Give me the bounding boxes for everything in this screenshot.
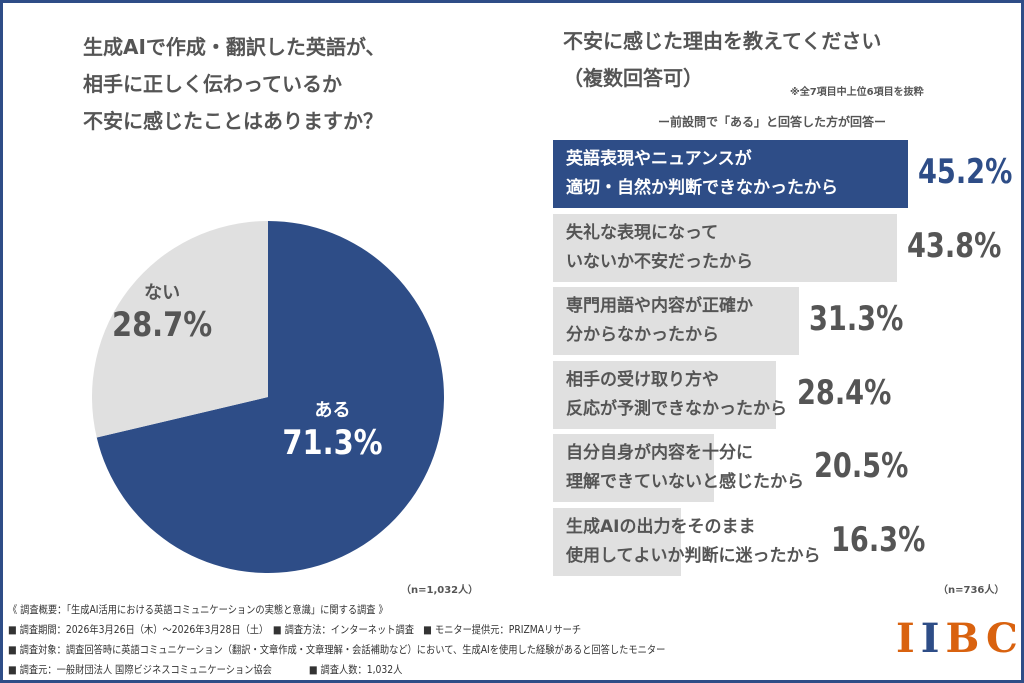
bar-n: （n=736人） bbox=[938, 585, 1005, 596]
title-line: 相手に正しく伝わっているか bbox=[83, 72, 342, 96]
pie-title: 生成AIで作成・翻訳した英語が、 相手に正しく伝わっているか 不安に感じたことは… bbox=[83, 29, 386, 140]
bar-category-line: 理解できていないと感じたから bbox=[566, 472, 804, 492]
bar-value: 45.2% bbox=[918, 152, 1013, 192]
title-line: （複数回答可） bbox=[563, 66, 703, 90]
bar-category-line: 分からなかったから bbox=[566, 325, 719, 345]
pie-n: （n=1,032人） bbox=[401, 585, 479, 596]
bar-category: 失礼な表現になっていないか不安だったから bbox=[566, 219, 753, 277]
footer-line: 《 調査概要：「生成AI活用における英語コミュニケーションの実態と意識」に関する… bbox=[8, 604, 388, 616]
bar-category-line: 英語表現やニュアンスが bbox=[566, 149, 752, 169]
bar-category: 自分自身が内容を十分に理解できていないと感じたから bbox=[566, 439, 804, 497]
bar bbox=[553, 140, 908, 208]
bar-category-line: 生成AIの出力をそのまま bbox=[566, 516, 756, 537]
infographic: 生成AIで作成・翻訳した英語が、 相手に正しく伝わっているか 不安に感じたことは… bbox=[3, 3, 1021, 680]
title-line: 生成AIで作成・翻訳した英語が、 bbox=[83, 35, 386, 59]
pie-slice bbox=[96, 221, 444, 573]
bar-category-line: 自分自身が内容を十分に bbox=[566, 443, 753, 463]
bar-value: 20.5% bbox=[814, 446, 909, 486]
bar-category-line: 使用してよいか判断に迷ったから bbox=[566, 545, 821, 566]
pie-slice bbox=[91, 221, 268, 438]
bar-category: 英語表現やニュアンスが適切・自然か判断できなかったから bbox=[566, 145, 838, 203]
slice-label: ある bbox=[315, 400, 351, 421]
title-line: 不安に感じたことはありますか？ bbox=[83, 109, 383, 133]
bar bbox=[553, 434, 714, 502]
title-line: 不安に感じた理由を教えてください bbox=[563, 29, 882, 53]
bar-category-line: いないか不安だったから bbox=[566, 251, 753, 272]
slice-value: 71.3% bbox=[282, 424, 382, 463]
bar-value: 31.3% bbox=[808, 299, 904, 339]
bar-category-line: 反応が予測できなかったから bbox=[566, 398, 787, 419]
iibc-logo: IIBC bbox=[896, 615, 1024, 662]
bar-category: 相手の受け取り方や反応が予測できなかったから bbox=[566, 366, 787, 424]
bar bbox=[553, 213, 897, 282]
bar-value: 28.4% bbox=[797, 372, 892, 413]
bar bbox=[553, 287, 799, 355]
footer-line: ■ 調査元：一般財団法人 国際ビジネスコミュニケーション協会 ■ 調査人数：1,… bbox=[8, 664, 403, 676]
footer-line: ■ 調査対象：調査回答時に英語コミュニケーション（翻訳・文章作成・文章理解・会話… bbox=[8, 644, 666, 656]
bar-subtitle: ー前設問で「ある」と回答した方が回答ー bbox=[658, 115, 887, 129]
bar bbox=[553, 360, 777, 429]
bar-category: 専門用語や内容が正確か 分からなかったから bbox=[566, 292, 753, 350]
bar-value: 16.3% bbox=[830, 519, 925, 560]
bar-category-line: 失礼な表現になって bbox=[566, 222, 719, 243]
bar-category-line: 適切・自然か判断できなかったから bbox=[566, 178, 838, 198]
slice-value: 28.7% bbox=[112, 306, 212, 345]
bar-category-line: 相手の受け取り方や bbox=[566, 369, 719, 390]
bar-category-line: 専門用語や内容が正確か bbox=[566, 296, 753, 316]
footer-line: ■ 調査期間：2026年3月26日（木）～2026年3月28日（土） ■ 調査方… bbox=[8, 624, 582, 636]
slice-label: ない bbox=[144, 282, 180, 303]
bar-value: 43.8% bbox=[907, 225, 1002, 266]
bar-note: ※全7項目中上位6項目を抜粋 bbox=[790, 87, 924, 98]
bar-category: 生成AIの出力をそのまま使用してよいか判断に迷ったから bbox=[566, 513, 821, 571]
pie-chart: ある 71.3% ない 28.7% bbox=[91, 221, 444, 573]
bar-title: 不安に感じた理由を教えてください （複数回答可） bbox=[563, 23, 881, 97]
bar bbox=[553, 507, 682, 576]
